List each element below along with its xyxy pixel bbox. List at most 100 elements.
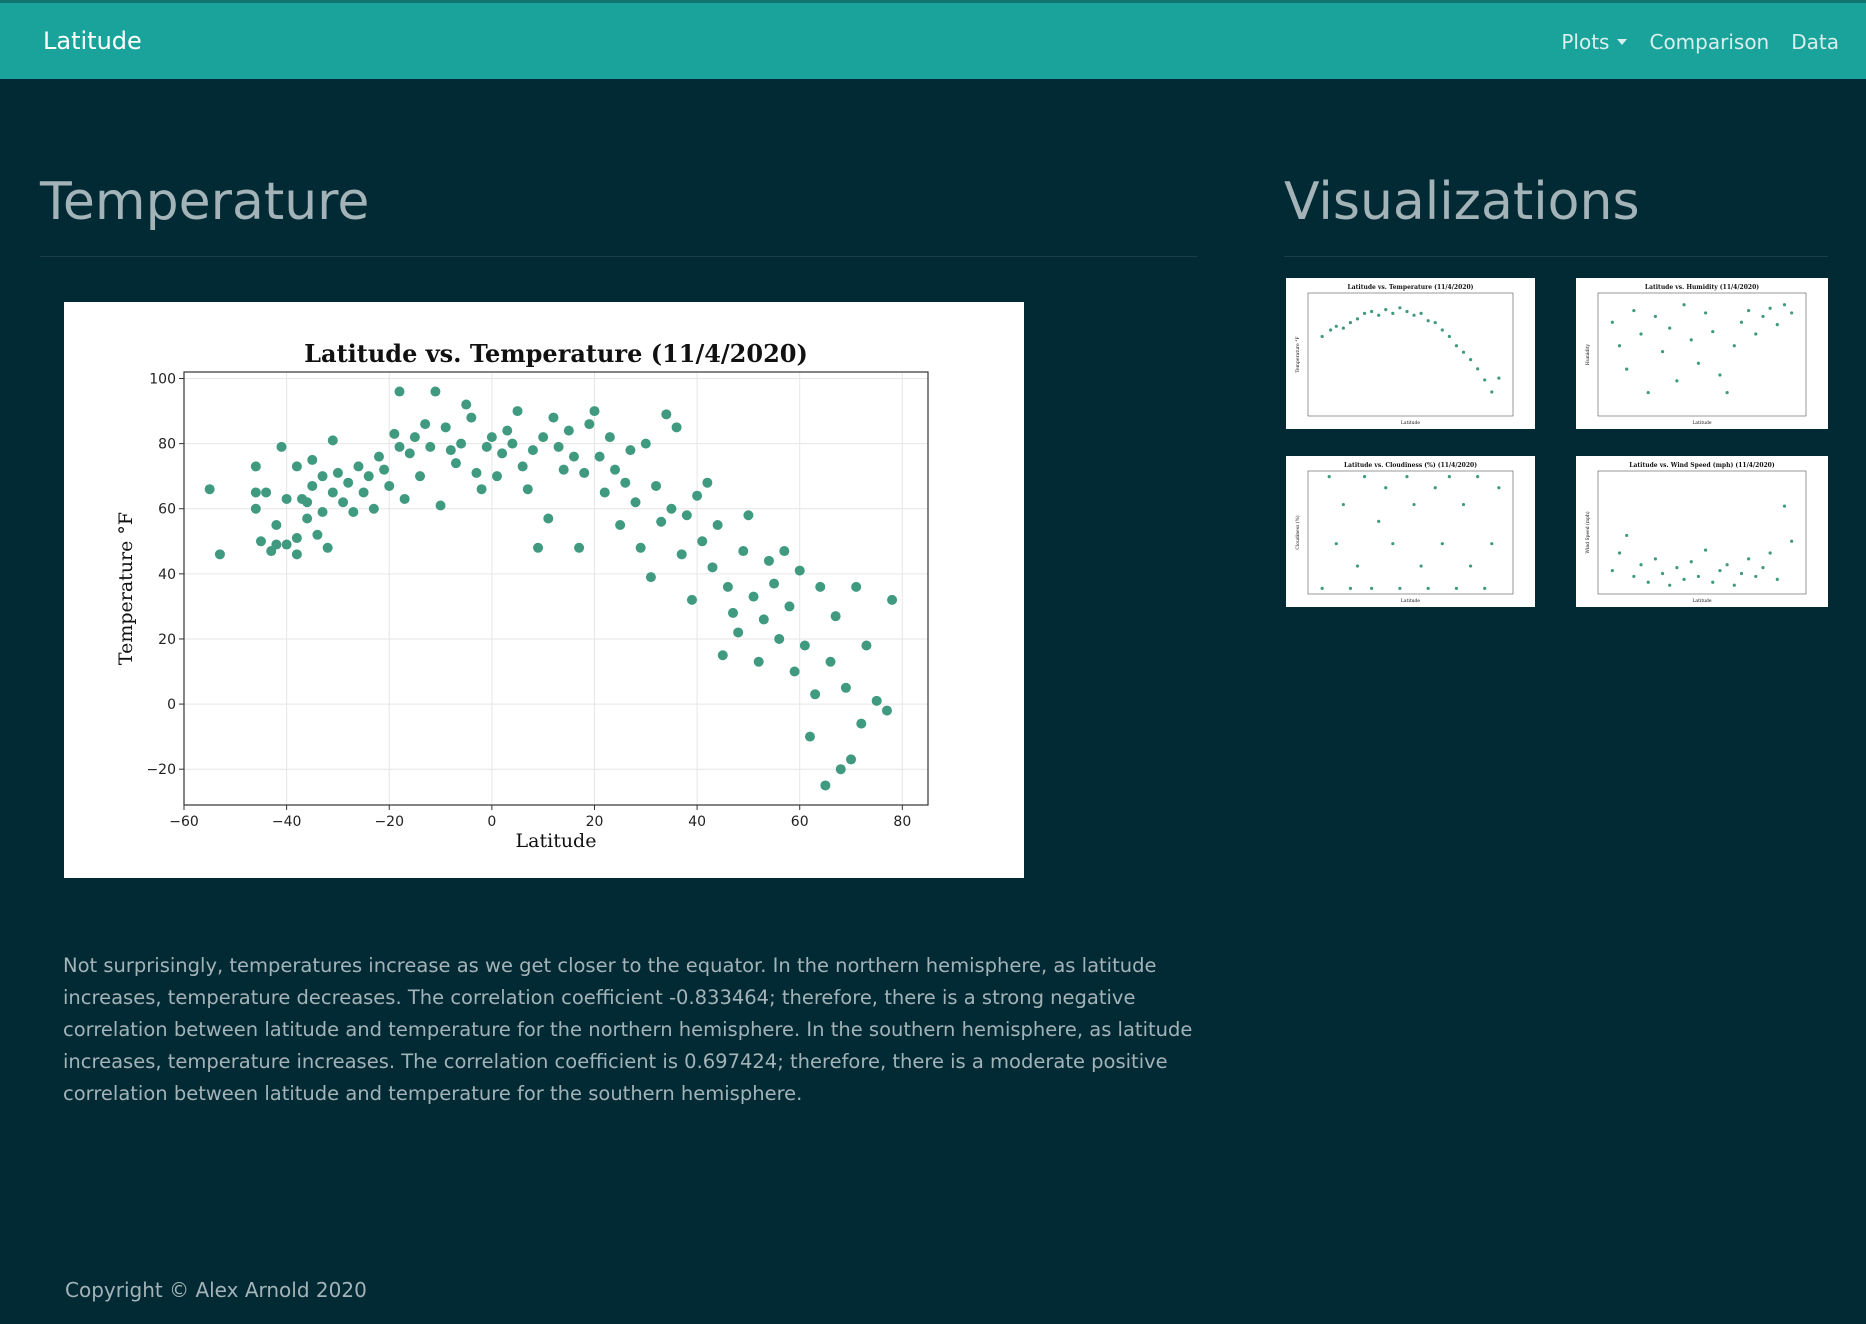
point: [1391, 311, 1395, 315]
point: [476, 484, 487, 495]
point: [307, 480, 318, 491]
x-axis-label: Latitude: [1692, 598, 1712, 604]
x-axis-label: Latitude: [1401, 420, 1421, 426]
point: [502, 425, 513, 436]
nav-link[interactable]: Data: [1791, 30, 1839, 54]
point: [1370, 309, 1374, 314]
point: [697, 536, 708, 547]
point: [681, 510, 692, 521]
point: [692, 490, 703, 501]
point: [1341, 326, 1345, 330]
point: [363, 471, 374, 482]
point: [1711, 580, 1715, 584]
point: [661, 409, 672, 420]
nav-link[interactable]: Comparison: [1649, 30, 1770, 54]
point: [722, 581, 733, 592]
y-tick-label: 100: [149, 372, 176, 388]
point: [471, 467, 482, 478]
point: [769, 578, 780, 589]
point: [420, 419, 431, 430]
point: [1447, 474, 1451, 479]
thumbnail[interactable]: Latitude vs. Wind Speed (mph) (11/4/2020…: [1576, 456, 1828, 607]
point: [728, 607, 739, 618]
chart-title: Latitude vs. Temperature (11/4/2020): [304, 339, 808, 368]
point: [1739, 571, 1744, 576]
point: [445, 445, 456, 456]
point: [1377, 313, 1381, 317]
point: [1775, 577, 1779, 581]
point: [481, 441, 492, 452]
point: [497, 448, 508, 459]
point: [317, 506, 328, 517]
y-axis-label: Temperature °F: [115, 512, 137, 665]
point: [317, 471, 328, 482]
point: [615, 520, 626, 531]
point: [450, 458, 461, 469]
x-tick-label: 80: [893, 814, 911, 830]
point: [1329, 328, 1333, 332]
point: [594, 451, 605, 462]
point: [1668, 326, 1672, 330]
point: [461, 399, 472, 410]
point: [804, 731, 815, 742]
point: [1334, 324, 1338, 328]
x-axis-label: Latitude: [1401, 598, 1421, 604]
point: [1468, 357, 1473, 362]
point: [1334, 542, 1338, 546]
point: [1682, 303, 1686, 307]
x-axis-label: Latitude: [1692, 420, 1712, 426]
point: [707, 562, 718, 573]
point: [250, 503, 261, 514]
plot-frame: [183, 371, 929, 806]
point: [610, 464, 621, 475]
point: [214, 549, 225, 560]
point: [1625, 533, 1629, 538]
point: [379, 464, 390, 475]
point: [1362, 311, 1367, 315]
point: [343, 477, 354, 488]
point: [779, 546, 790, 557]
thumbnail[interactable]: Latitude vs. Temperature (11/4/2020) Lati…: [1286, 278, 1535, 429]
point: [1426, 319, 1430, 323]
point: [271, 520, 282, 531]
point: [1468, 564, 1473, 568]
point: [425, 441, 436, 452]
point: [851, 581, 862, 592]
point: [1355, 317, 1360, 321]
point: [656, 516, 667, 527]
point: [887, 594, 898, 605]
nav-link[interactable]: Plots: [1561, 30, 1627, 54]
plot-frame: [1307, 470, 1514, 595]
point: [1440, 542, 1444, 546]
x-tick-label: −40: [272, 814, 302, 830]
point: [574, 542, 585, 553]
point: [1660, 349, 1665, 354]
point: [702, 477, 713, 488]
point: [368, 503, 379, 514]
point: [394, 386, 405, 397]
point: [630, 497, 641, 508]
point: [1761, 314, 1765, 319]
point: [522, 484, 533, 495]
point: [430, 386, 441, 397]
point: [671, 422, 682, 433]
sidebar-heading: Visualizations: [1284, 172, 1640, 232]
point: [1696, 361, 1701, 365]
point: [302, 497, 313, 508]
x-tick-label: −20: [374, 814, 404, 830]
point: [1362, 474, 1367, 479]
point: [1419, 311, 1423, 315]
point: [1461, 350, 1466, 354]
thumbnail[interactable]: Latitude vs. Humidity (11/4/2020) Latitud…: [1576, 278, 1828, 429]
thumbnail[interactable]: Latitude vs. Cloudiness (%) (11/4/2020) L…: [1286, 456, 1535, 607]
point: [517, 461, 528, 472]
point: [1782, 504, 1787, 508]
point: [507, 438, 518, 449]
description: Not surprisingly, temperatures increase …: [63, 954, 1193, 1105]
point: [1490, 390, 1494, 394]
point: [1632, 574, 1636, 579]
point: [1747, 557, 1751, 561]
brand[interactable]: Latitude: [43, 27, 142, 55]
point: [291, 533, 302, 544]
